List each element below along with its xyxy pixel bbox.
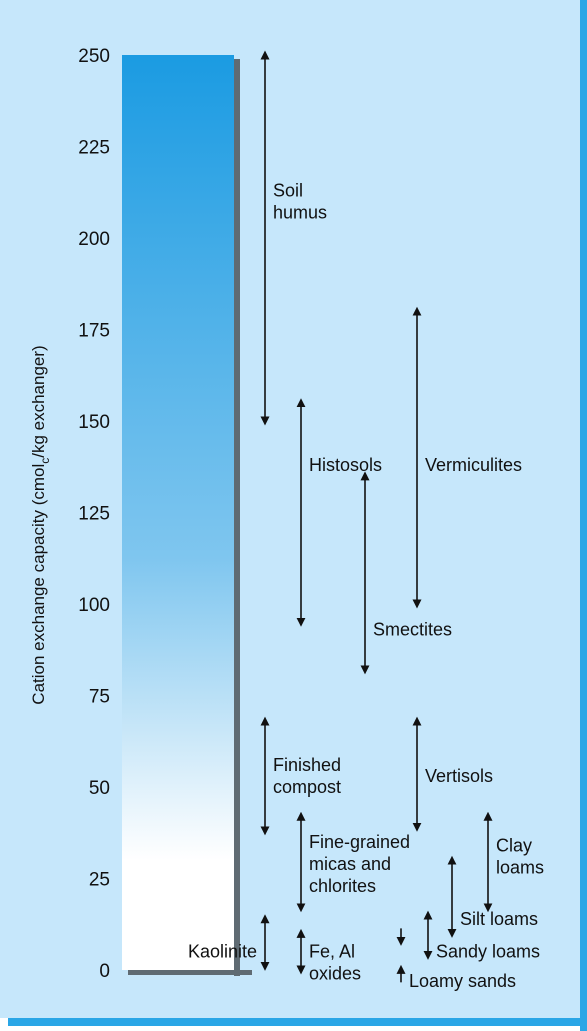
- range-silt-loams: Silt loams: [447, 855, 538, 938]
- range-label: Fe, Al oxides: [309, 942, 361, 984]
- range-label-line: humus: [273, 202, 327, 222]
- range-label-line: Fe, Al: [309, 942, 355, 962]
- y-tick-label: 200: [78, 229, 110, 250]
- range-finished-compost: Finished compost: [260, 716, 341, 836]
- range-label: Histosols: [309, 455, 382, 475]
- range-label: Vertisols: [425, 766, 493, 786]
- range-loamy-sands: Loamy sands: [396, 928, 516, 991]
- range-label-line: Clay: [496, 836, 532, 856]
- range-histosols: Histosols: [296, 398, 382, 627]
- range-fine-grained-micas-and-chlorites: Fine-grained micas and chlorites: [296, 811, 410, 913]
- range-label: Loamy sands: [409, 971, 516, 991]
- y-axis-title-tail: /kg exchanger): [29, 345, 48, 457]
- material-ranges: Soil humus Histosols Smectites Vermiculites F…: [188, 50, 544, 991]
- range-label: Soil humus: [273, 180, 327, 222]
- range-fe-al-oxides: Fe, Al oxides: [296, 928, 361, 984]
- cec-scale-bar: [122, 55, 252, 976]
- panel-border-bottom: [8, 1018, 587, 1026]
- range-vermiculites: Vermiculites: [412, 306, 522, 609]
- y-tick-label: 225: [78, 138, 110, 159]
- range-clay-loams: Clay loams: [483, 811, 544, 913]
- y-tick-label: 125: [78, 504, 110, 525]
- range-label: Silt loams: [460, 909, 538, 929]
- panel-border-right: [580, 0, 587, 1031]
- bar-shadow-bottom: [128, 970, 252, 975]
- range-label: Vermiculites: [425, 455, 522, 475]
- panel-background: [0, 0, 580, 1018]
- range-label-line: Loamy sands: [409, 971, 516, 991]
- y-axis-title-main: Cation exchange capacity (cmol: [29, 464, 48, 705]
- range-label-line: Vertisols: [425, 766, 493, 786]
- y-tick-label: 50: [89, 778, 110, 799]
- range-label-line: Vermiculites: [425, 455, 522, 475]
- range-label-line: loams: [496, 858, 544, 878]
- y-tick-label: 150: [78, 412, 110, 433]
- range-kaolinite: Kaolinite: [188, 914, 270, 971]
- range-label: Finished compost: [273, 755, 341, 797]
- range-label: Kaolinite: [188, 942, 257, 962]
- range-smectites: Smectites: [360, 471, 452, 675]
- y-tick-label: 0: [99, 961, 110, 982]
- range-label-line: Fine-grained: [309, 832, 410, 852]
- range-label: Sandy loams: [436, 942, 540, 962]
- y-tick-label: 75: [89, 687, 110, 708]
- range-label-line: chlorites: [309, 876, 376, 896]
- range-label-line: Finished: [273, 755, 341, 775]
- y-axis-ticks: 0 25 50 75 100 125 150 175 200 225 250: [78, 46, 110, 982]
- range-label-line: compost: [273, 777, 341, 797]
- range-soil-humus: Soil humus: [260, 50, 327, 426]
- range-label-line: Kaolinite: [188, 942, 257, 962]
- y-tick-label: 175: [78, 321, 110, 342]
- range-label: Clay loams: [496, 836, 544, 878]
- y-axis-title: Cation exchange capacity (cmolc/kg excha…: [29, 345, 52, 704]
- range-label: Fine-grained micas and chlorites: [309, 832, 410, 896]
- cec-gradient-bar: [122, 55, 234, 970]
- range-label-line: Histosols: [309, 455, 382, 475]
- y-axis-title-subscript: c: [38, 458, 52, 464]
- range-label: Smectites: [373, 620, 452, 640]
- y-tick-label: 25: [89, 870, 110, 891]
- range-label-line: Smectites: [373, 620, 452, 640]
- bar-shadow-right: [234, 59, 240, 976]
- range-label-line: oxides: [309, 964, 361, 984]
- range-label-line: micas and: [309, 854, 391, 874]
- range-label-line: Soil: [273, 180, 303, 200]
- y-tick-label: 100: [78, 595, 110, 616]
- range-sandy-loams: Sandy loams: [423, 910, 540, 962]
- range-vertisols: Vertisols: [412, 716, 493, 832]
- range-label-line: Silt loams: [460, 909, 538, 929]
- y-tick-label: 250: [78, 46, 110, 67]
- range-label-line: Sandy loams: [436, 942, 540, 962]
